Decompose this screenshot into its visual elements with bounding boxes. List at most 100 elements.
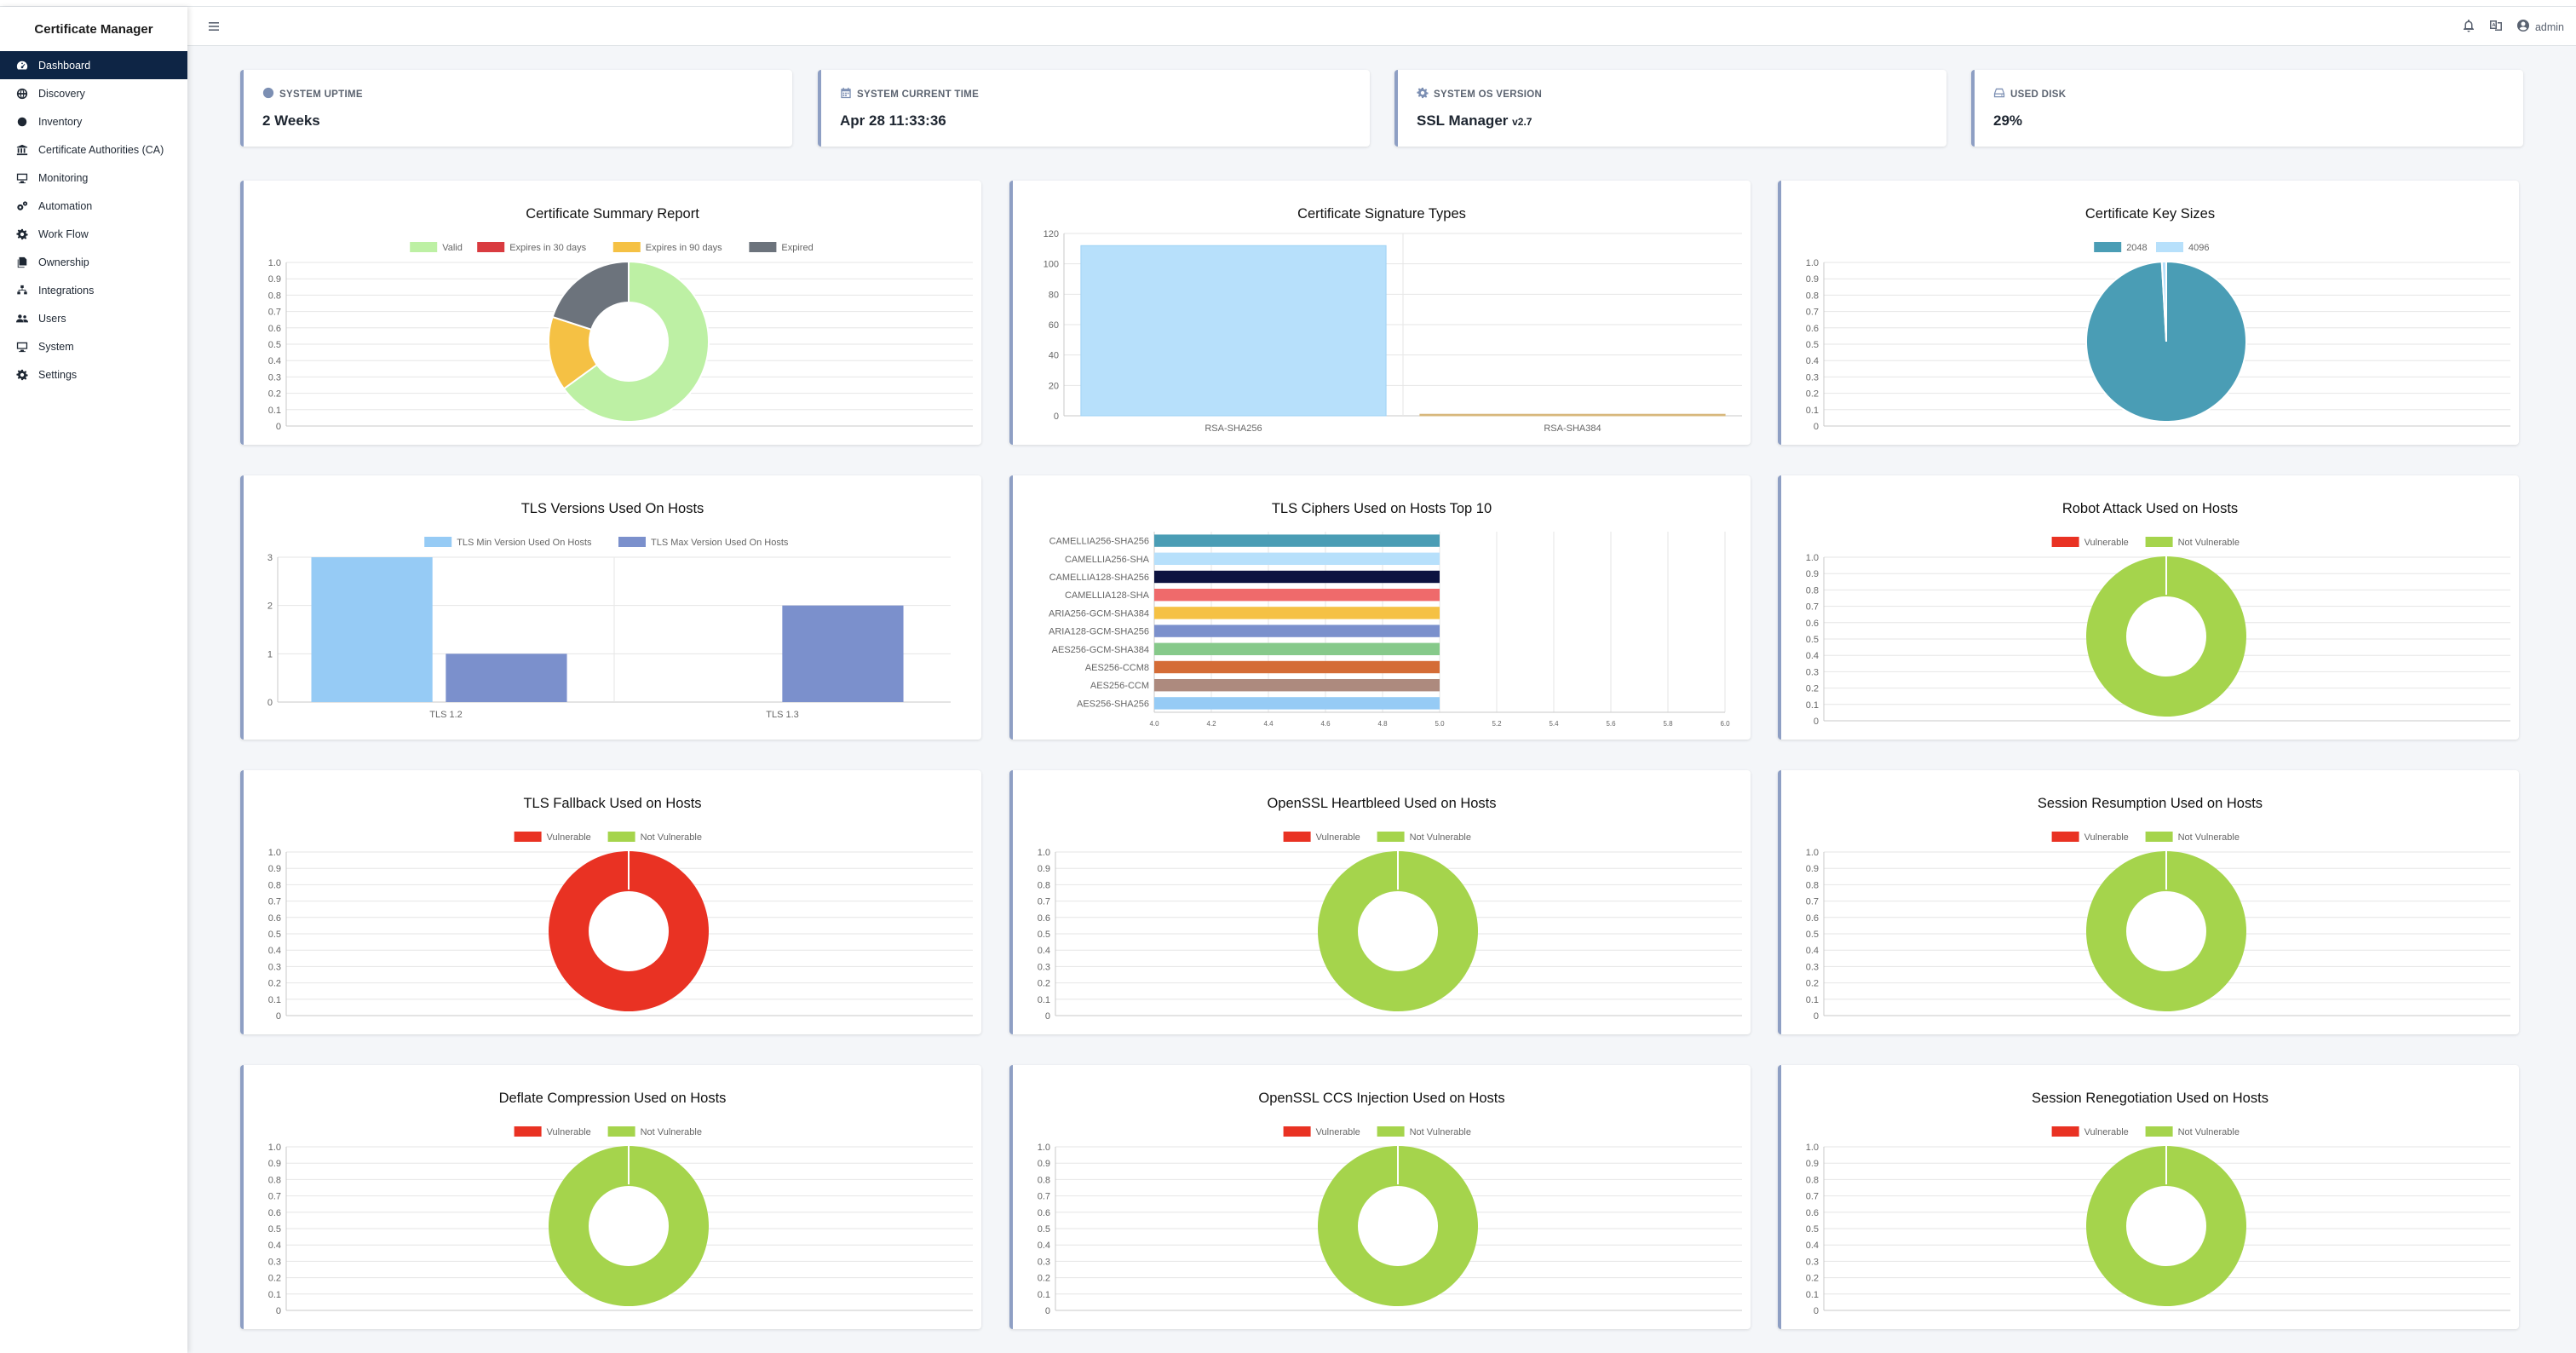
chart-key-sizes: 2048 4096 1.0 0.9 0.8 0.7 0.6 0.5 0.4 0.3 0.2 0.1 0	[1806, 242, 2510, 432]
y-tick-label: 0.7	[1806, 308, 1819, 318]
y-tick-label: 0.4	[1806, 356, 1819, 366]
y-tick-label: 0.5	[1806, 1224, 1819, 1235]
cube-icon	[15, 115, 29, 129]
y-tick-label: 0.3	[268, 372, 281, 383]
y-tick-label: AES256-SHA256	[1077, 699, 1149, 709]
legend-label: Vulnerable	[2084, 538, 2129, 548]
info-card-value: SSL Manager v2.7	[1417, 112, 1532, 129]
desktop-icon	[15, 340, 29, 354]
x-tick-label: RSA-SHA256	[1205, 423, 1262, 434]
bar	[782, 605, 904, 702]
y-tick-label: 0.4	[1806, 1241, 1819, 1251]
y-tick-label: 0.5	[1038, 1224, 1050, 1235]
chart-title: TLS Fallback Used on Hosts	[523, 796, 702, 811]
y-tick-label: 0.4	[1038, 946, 1050, 956]
y-tick-label: 0.6	[268, 913, 281, 924]
sidebar-item-certificate-authorities[interactable]: Certificate Authorities (CA)	[0, 135, 187, 164]
chart-signature-types: 120 100 80 60 40 20 0 RSA-SHA256 RSA-SHA384	[1044, 229, 1742, 434]
legend-swatch	[2145, 537, 2173, 547]
legend-swatch	[749, 242, 777, 252]
sidebar-item-system[interactable]: System	[0, 332, 187, 360]
legend-label: Valid	[442, 243, 463, 253]
y-tick-label: 0.2	[268, 389, 281, 400]
y-tick-label: 0.6	[1038, 913, 1050, 924]
sidebar-item-automation[interactable]: Automation	[0, 192, 187, 220]
chart-title: Deflate Compression Used on Hosts	[498, 1091, 727, 1106]
y-tick-label: 0.2	[268, 1274, 281, 1284]
y-tick-label: 0.1	[1038, 995, 1050, 1005]
x-tick-label: 5.8	[1663, 720, 1673, 728]
chart-card-heartbleed: OpenSSL Heartbleed Used on Hosts Vulnera…	[1009, 770, 1751, 1034]
y-tick-label: 0.6	[1038, 1208, 1050, 1218]
chart-title: TLS Ciphers Used on Hosts Top 10	[1271, 501, 1492, 516]
y-tick-label: 1.0	[1038, 848, 1050, 858]
y-tick-label: 0.3	[1806, 372, 1819, 383]
sidebar-item-label: Work Flow	[38, 227, 89, 240]
chart-ccs-injection: Vulnerable Not Vulnerable 1.0 0.9 0.8 0.7 0.6 0…	[1038, 1126, 1742, 1316]
sidebar-item-monitoring[interactable]: Monitoring	[0, 164, 187, 192]
language-icon[interactable]	[2489, 19, 2503, 35]
legend-label: Vulnerable	[1316, 1127, 1360, 1137]
chart-tls-ciphers: 4.0 4.2 4.4 4.6 4.8 5.0 5.2 5.4 5.6 5.8 6.0 CAMELLI…	[1049, 532, 1730, 728]
menu-toggle-icon[interactable]	[206, 19, 221, 34]
y-tick-label: 0	[276, 422, 281, 432]
sidebar-item-integrations[interactable]: Integrations	[0, 276, 187, 304]
sidebar-item-discovery[interactable]: Discovery	[0, 79, 187, 107]
y-tick-label: 0.8	[1806, 585, 1819, 596]
chart-card-tls-versions: TLS Versions Used On Hosts TLS Min Versi…	[240, 475, 981, 740]
y-tick-label: 0.8	[1806, 291, 1819, 301]
y-tick-label: 20	[1049, 381, 1059, 391]
y-tick-label: 0	[1045, 1011, 1050, 1022]
doughnut-hole	[589, 1186, 669, 1266]
legend-swatch	[618, 537, 646, 547]
y-tick-label: 0.8	[268, 291, 281, 301]
y-tick-label: 80	[1049, 290, 1059, 300]
legend-swatch	[424, 537, 452, 547]
y-tick-label: 100	[1044, 260, 1059, 270]
bell-icon[interactable]	[2462, 19, 2475, 35]
copy-icon	[15, 256, 29, 269]
y-tick-label: 0.4	[1806, 946, 1819, 956]
y-tick-label: ARIA256-GCM-SHA384	[1049, 608, 1149, 619]
x-tick-label: 4.2	[1206, 720, 1216, 728]
info-card-used-disk: USED DISK 29%	[1971, 70, 2523, 147]
legend-swatch	[514, 832, 542, 842]
y-tick-label: 0.4	[268, 1241, 281, 1251]
bar	[1154, 588, 1440, 602]
sidebar-item-label: Automation	[38, 199, 93, 212]
y-tick-label: 1.0	[1806, 1143, 1819, 1153]
doughnut-hole	[2126, 891, 2206, 971]
y-tick-label: 0.6	[268, 1208, 281, 1218]
sidebar-item-ownership[interactable]: Ownership	[0, 248, 187, 276]
sidebar-item-settings[interactable]: Settings	[0, 360, 187, 389]
y-tick-label: 0.2	[1038, 979, 1050, 989]
y-tick-label: 1.0	[1806, 848, 1819, 858]
legend-swatch	[1377, 832, 1405, 842]
info-card-label: SYSTEM CURRENT TIME	[840, 87, 1370, 101]
y-tick-label: 60	[1049, 320, 1059, 331]
legend-swatch	[612, 242, 641, 252]
bar	[1154, 678, 1440, 692]
legend-label: Vulnerable	[1316, 832, 1360, 843]
sidebar-item-work-flow[interactable]: Work Flow	[0, 220, 187, 248]
y-tick-label: 0.9	[1038, 1159, 1050, 1169]
legend-swatch	[1377, 1126, 1405, 1137]
bar	[1154, 570, 1440, 584]
y-tick-label: 0.9	[1806, 569, 1819, 579]
sidebar-item-inventory[interactable]: Inventory	[0, 107, 187, 135]
y-tick-label: 0	[1814, 1011, 1819, 1022]
legend-label: Not Vulnerable	[1410, 1127, 1471, 1137]
dashboard-icon	[15, 59, 29, 72]
sidebar-nav: Dashboard Discovery Inventory Certificat…	[0, 51, 187, 389]
user-menu[interactable]: admin	[2516, 19, 2564, 35]
calendar-icon	[840, 87, 852, 101]
sidebar-item-users[interactable]: Users	[0, 304, 187, 332]
chart-card-certificate-summary: Certificate Summary Report Valid Expires …	[240, 181, 981, 445]
legend-label: Not Vulnerable	[641, 1127, 702, 1137]
y-tick-label: 0.1	[268, 995, 281, 1005]
y-tick-label: 0.1	[1806, 406, 1819, 416]
sidebar-item-dashboard[interactable]: Dashboard	[0, 51, 187, 79]
bar	[1154, 607, 1440, 619]
bar	[311, 557, 433, 702]
legend-swatch	[2051, 1126, 2079, 1137]
